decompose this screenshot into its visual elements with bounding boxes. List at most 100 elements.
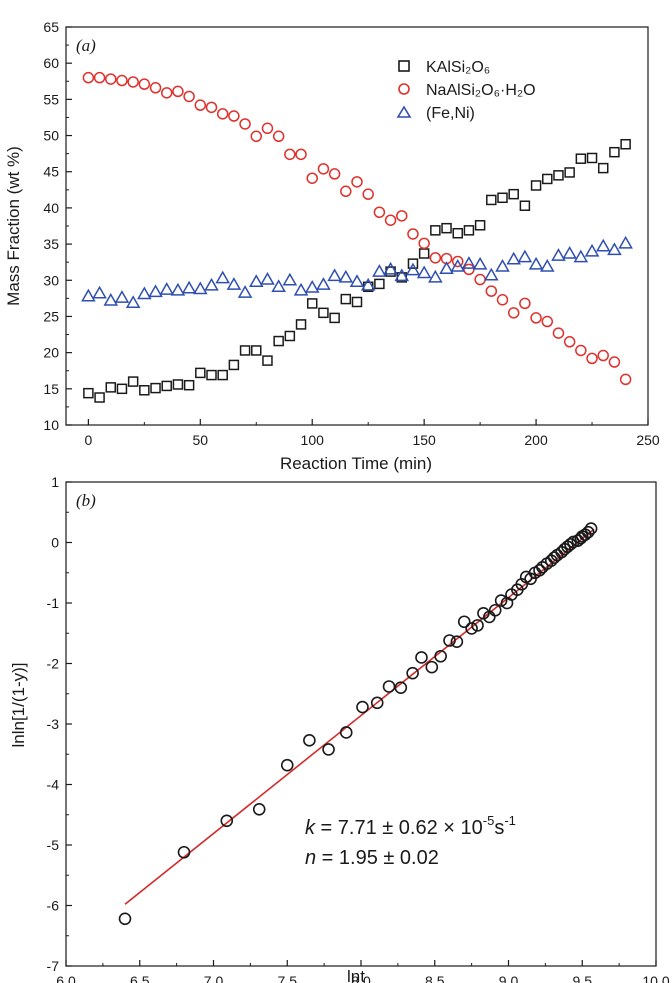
naalsi2o6-h2o-point	[552, 327, 565, 339]
x-tick-label: 100	[301, 432, 325, 448]
kinetics-data-point	[339, 726, 353, 739]
panel-b-label: (b)	[76, 491, 96, 510]
rate-constant-annotation: k = 7.71 ± 0.62 × 10-5s-1	[305, 813, 516, 839]
avrami-exponent-annotation: n = 1.95 ± 0.02	[305, 847, 439, 869]
kalsi2o6-point	[519, 200, 531, 211]
naalsi2o6-h2o-point	[328, 168, 341, 180]
y-tick-label: 0	[51, 535, 59, 551]
kinetics-data-point	[280, 758, 294, 772]
fe-ni-point	[539, 259, 555, 272]
fe-ni-point	[338, 269, 354, 283]
fe-ni-point	[170, 282, 186, 296]
y-tick-label: 55	[43, 91, 59, 107]
fe-ni-point	[92, 285, 107, 299]
naalsi2o6-h2o-point	[82, 71, 95, 84]
kalsi2o6-point	[228, 359, 240, 371]
fe-ni-point	[383, 261, 398, 275]
x-tick-label: 0	[84, 432, 92, 448]
kalsi2o6-point	[318, 307, 329, 319]
kinetics-data-point	[406, 666, 419, 680]
naalsi2o6-h2o-point	[183, 90, 195, 103]
kinetics-data-point	[415, 651, 428, 664]
y-tick-label: -5	[47, 837, 60, 853]
fe-ni-point	[293, 282, 309, 296]
fe-ni-point	[137, 286, 152, 300]
kinetics-data-point	[465, 622, 478, 635]
kalsi2o6-point	[597, 162, 609, 174]
kalsi2o6-point	[486, 194, 497, 206]
naalsi2o6-h2o-point	[563, 336, 576, 348]
naalsi2o6-h2o-point	[429, 252, 442, 264]
kalsi2o6-point	[407, 258, 419, 269]
fe-ni-point	[472, 256, 488, 270]
fe-ni-point	[103, 293, 119, 306]
kinetics-data-point	[322, 743, 335, 756]
y-tick-label: 60	[43, 55, 59, 71]
kinetics-data-point	[533, 564, 546, 577]
kalsi2o6-point	[441, 222, 452, 234]
kinetics-data-point	[370, 696, 384, 710]
kalsi2o6-point	[586, 152, 598, 164]
naalsi2o6-h2o-point	[127, 76, 139, 88]
kinetics-data-point	[571, 534, 585, 547]
naalsi2o6-h2o-point	[496, 294, 509, 306]
panel-b-kinetics-chart: (b) -7 -6 -5 -4 -3 -2 -1 0 1 6.0 6.5 7.0 7.5 8.0 8.5 9…	[9, 474, 670, 983]
fe-ni-point	[439, 261, 454, 274]
naalsi2o6-h2o-point	[250, 130, 263, 143]
naalsi2o6-h2o-point	[384, 214, 397, 226]
fe-ni-point	[316, 277, 331, 290]
legend-fe-ni: (Fe,Ni)	[426, 105, 475, 122]
panel-a-mass-fraction-chart: (a) 10 15 20 25 30 35 40 45 50 55 60 65 0 50 100 150 20…	[4, 19, 660, 473]
fe-ni-point	[484, 267, 499, 281]
naalsi2o6-h2o-point	[351, 176, 363, 188]
kalsi2o6-point	[295, 319, 307, 330]
naalsi2o6-h2o-point	[138, 78, 151, 90]
kinetics-data-point	[450, 635, 464, 649]
fe-ni-point	[181, 280, 197, 294]
fe-ni-point	[584, 243, 600, 257]
y-tick-label: -3	[47, 716, 60, 732]
kalsi2o6-point	[351, 296, 363, 308]
fe-ni-point	[81, 288, 96, 302]
fe-ni-point	[360, 277, 376, 291]
kinetics-data-point	[394, 681, 408, 695]
panel-b-y-axis: -7 -6 -5 -4 -3 -2 -1 0 1	[47, 474, 72, 974]
fe-ni-point	[372, 264, 387, 277]
naalsi2o6-h2o-point	[116, 74, 128, 87]
kinetics-data-point	[584, 522, 598, 535]
kalsi2o6-point	[273, 335, 284, 347]
fe-ni-point	[349, 274, 365, 287]
legend-triangle-marker	[396, 105, 412, 118]
series-1	[82, 71, 632, 386]
naalsi2o6-h2o-point	[418, 237, 430, 250]
kinetics-data-point	[494, 594, 508, 607]
kalsi2o6-point	[340, 293, 352, 305]
kinetics-data-point	[564, 538, 577, 551]
x-tick-label: 9.5	[573, 973, 593, 983]
kalsi2o6-point	[474, 220, 486, 231]
naalsi2o6-h2o-point	[284, 148, 296, 161]
fe-ni-point	[450, 259, 466, 272]
naalsi2o6-h2o-point	[619, 373, 632, 386]
fe-ni-point	[428, 269, 443, 283]
fe-ni-point	[114, 290, 130, 303]
kalsi2o6-point	[575, 153, 587, 164]
naalsi2o6-h2o-point	[295, 148, 307, 161]
panel-a-x-axis-title: Reaction Time (min)	[280, 454, 432, 473]
kalsi2o6-point	[463, 225, 475, 236]
legend-kalsi2o6: KAlSi₂O₆	[426, 59, 490, 76]
fe-ni-point	[215, 270, 230, 284]
naalsi2o6-h2o-point	[172, 85, 184, 98]
panel-a-plot-frame	[65, 26, 649, 426]
naalsi2o6-h2o-point	[317, 163, 330, 175]
kalsi2o6-point	[508, 188, 519, 200]
kinetics-data-point	[382, 680, 396, 693]
fe-ni-point	[528, 256, 544, 270]
naalsi2o6-h2o-point	[586, 352, 598, 365]
x-tick-label: 7.0	[204, 973, 224, 983]
kinetics-data-point	[303, 734, 316, 747]
panel-b-y-axis-title: lnln[1/(1-y)]	[9, 662, 28, 747]
fe-ni-point	[416, 265, 432, 279]
kalsi2o6-point	[553, 170, 564, 181]
